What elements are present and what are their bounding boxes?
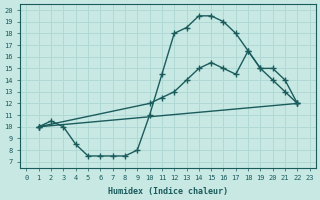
X-axis label: Humidex (Indice chaleur): Humidex (Indice chaleur): [108, 187, 228, 196]
